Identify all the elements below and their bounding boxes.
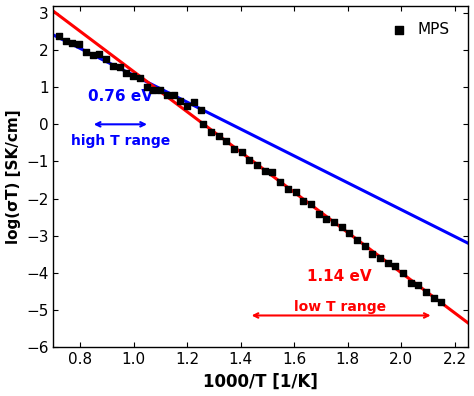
MPS	[353, 236, 361, 243]
MPS	[415, 282, 422, 288]
MPS	[183, 103, 191, 109]
MPS	[384, 260, 392, 267]
MPS	[246, 156, 253, 163]
MPS	[300, 198, 307, 204]
Y-axis label: log(σT) [SK/cm]: log(σT) [SK/cm]	[6, 109, 20, 244]
MPS	[177, 98, 184, 104]
MPS	[330, 219, 337, 225]
MPS	[399, 270, 407, 277]
MPS	[200, 121, 207, 127]
MPS	[369, 251, 376, 257]
MPS	[62, 38, 69, 45]
MPS	[136, 74, 144, 81]
MPS	[322, 216, 330, 222]
MPS	[346, 230, 353, 236]
Text: high T range: high T range	[71, 133, 170, 148]
MPS	[109, 63, 117, 69]
MPS	[392, 263, 399, 270]
Text: low T range: low T range	[294, 299, 386, 314]
MPS	[55, 33, 63, 40]
MPS	[82, 49, 90, 55]
MPS	[75, 41, 83, 47]
MPS	[207, 129, 215, 135]
MPS	[430, 295, 438, 302]
MPS	[361, 243, 368, 249]
MPS	[190, 99, 198, 105]
Text: 0.76 eV: 0.76 eV	[88, 89, 153, 104]
MPS	[261, 168, 269, 174]
MPS	[156, 87, 164, 93]
MPS	[338, 223, 346, 230]
MPS	[315, 211, 322, 217]
MPS	[129, 73, 137, 79]
MPS	[253, 162, 261, 168]
Text: 1.14 eV: 1.14 eV	[308, 269, 372, 284]
MPS	[123, 70, 130, 76]
Legend: MPS: MPS	[387, 16, 456, 43]
MPS	[238, 149, 246, 155]
MPS	[284, 186, 292, 192]
MPS	[170, 91, 177, 98]
MPS	[407, 280, 415, 286]
MPS	[215, 133, 222, 140]
MPS	[438, 299, 445, 305]
X-axis label: 1000/T [1/K]: 1000/T [1/K]	[203, 373, 318, 390]
MPS	[230, 146, 238, 152]
MPS	[292, 188, 299, 195]
MPS	[422, 289, 430, 295]
MPS	[376, 255, 384, 261]
MPS	[269, 169, 276, 176]
MPS	[197, 107, 204, 113]
MPS	[276, 179, 284, 185]
MPS	[163, 91, 171, 98]
MPS	[116, 64, 123, 70]
MPS	[96, 51, 103, 57]
MPS	[143, 84, 150, 90]
MPS	[223, 138, 230, 144]
MPS	[89, 52, 96, 59]
MPS	[150, 86, 157, 93]
MPS	[69, 40, 76, 46]
MPS	[102, 56, 110, 63]
MPS	[307, 201, 315, 208]
